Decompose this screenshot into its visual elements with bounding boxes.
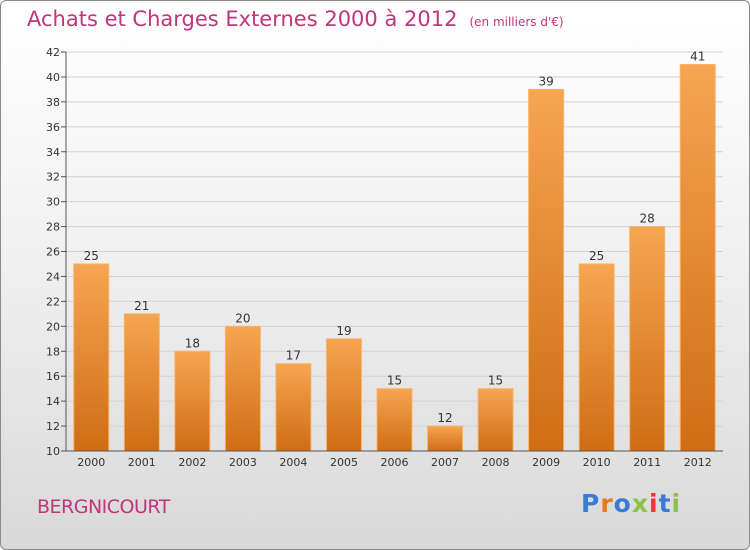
y-tick-label: 16 [46,370,60,383]
bar [679,63,716,452]
y-tick-label: 14 [46,395,60,408]
bars [73,63,716,452]
data-label: 19 [336,324,351,338]
y-tick-label: 24 [46,270,60,283]
y-axis: 10 12 14 16 18 20 22 24 26 28 30 32 34 36 38 40 42 [46,46,67,458]
x-tick-label: 2004 [279,456,307,469]
logo-letter: t [658,489,672,518]
data-labels: 25 21 18 20 17 19 15 12 15 39 25 28 41 [84,49,706,425]
logo-letter: x [631,489,649,518]
y-tick-label: 40 [46,71,60,84]
logo-letter: i [649,489,659,518]
y-tick-label: 12 [46,420,60,433]
x-tick-label: 2006 [381,456,409,469]
chart-unit: (en milliers d'€) [469,15,564,29]
y-tick-label: 42 [46,46,60,59]
x-tick-label: 2009 [532,456,560,469]
bar [275,363,312,452]
bar [174,350,211,452]
data-label: 18 [185,336,200,350]
x-tick-label: 2003 [229,456,257,469]
y-tick-label: 10 [46,445,60,458]
proxiti-logo: Proxiti [581,489,681,518]
x-tick-label: 2001 [128,456,156,469]
bar [477,388,514,452]
y-tick-label: 28 [46,221,60,234]
data-label: 25 [84,249,99,263]
bar [123,313,160,452]
data-label: 41 [690,49,705,63]
chart-title-text: Achats et Charges Externes 2000 à 2012 [27,7,458,31]
y-tick-label: 26 [46,246,60,259]
chart-title: Achats et Charges Externes 2000 à 2012 (e… [27,7,564,31]
data-label: 15 [387,374,402,388]
data-label: 20 [235,311,250,325]
x-tick-label: 2012 [684,456,712,469]
y-tick-label: 20 [46,320,60,333]
data-label: 15 [488,374,503,388]
y-tick-label: 18 [46,345,60,358]
bar [629,226,666,452]
data-label: 28 [640,212,655,226]
logo-letter: i [671,489,682,518]
logo-letter: o [613,489,632,518]
x-tick-label: 2011 [633,456,661,469]
bar [73,263,110,452]
data-label: 17 [286,349,301,363]
data-label: 12 [437,411,452,425]
x-tick-label: 2005 [330,456,358,469]
place-name: BERGNICOURT [37,496,170,518]
data-label: 39 [538,74,553,88]
x-tick-label: 2007 [431,456,459,469]
data-label: 21 [134,299,149,313]
x-tick-label: 2000 [77,456,105,469]
bar [376,388,413,452]
x-tick-label: 2010 [583,456,611,469]
y-tick-label: 30 [46,196,60,209]
x-tick-label: 2008 [482,456,510,469]
bar [224,325,261,452]
data-label: 25 [589,249,604,263]
bar [578,263,615,452]
y-tick-label: 36 [46,121,60,134]
x-axis: 2000 2001 2002 2003 2004 2005 2006 2007 2008 2009… [66,450,723,469]
logo-letter: r [600,489,614,518]
bar [325,338,362,452]
x-tick-label: 2002 [178,456,206,469]
bar [528,88,565,452]
y-tick-label: 38 [46,96,60,109]
bar [427,425,464,452]
y-tick-label: 32 [46,171,60,184]
y-tick-label: 34 [46,146,60,159]
logo-letter: P [581,489,601,518]
y-tick-label: 22 [46,295,60,308]
